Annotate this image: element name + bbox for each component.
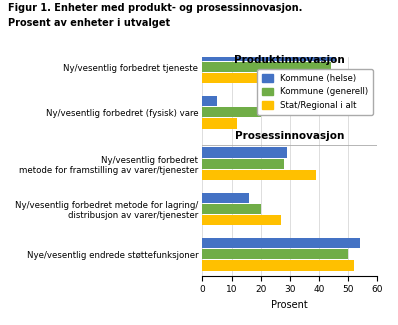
Bar	[203, 260, 354, 271]
Legend: Kommune (helse), Kommune (generell), Stat/Regional i alt: Kommune (helse), Kommune (generell), Sta…	[257, 69, 373, 115]
Bar	[203, 238, 360, 248]
X-axis label: Prosent: Prosent	[271, 300, 308, 310]
Bar	[203, 119, 237, 129]
Bar	[203, 96, 217, 106]
Bar	[203, 249, 348, 259]
Text: Produktinnovasjon: Produktinnovasjon	[234, 55, 345, 65]
Bar	[203, 215, 281, 225]
Bar	[203, 73, 369, 83]
Bar	[203, 170, 316, 180]
Bar	[203, 204, 261, 214]
Bar	[203, 159, 284, 169]
Text: Figur 1. Enheter med produkt- og prosessinnovasjon.: Figur 1. Enheter med produkt- og prosess…	[8, 3, 302, 13]
Bar	[203, 107, 261, 117]
Text: Prosent av enheter i utvalget: Prosent av enheter i utvalget	[8, 18, 170, 28]
Bar	[203, 62, 331, 72]
Bar	[203, 193, 249, 203]
Bar	[203, 148, 287, 158]
Text: Prosessinnovasjon: Prosessinnovasjon	[235, 131, 345, 141]
Bar	[203, 51, 336, 61]
